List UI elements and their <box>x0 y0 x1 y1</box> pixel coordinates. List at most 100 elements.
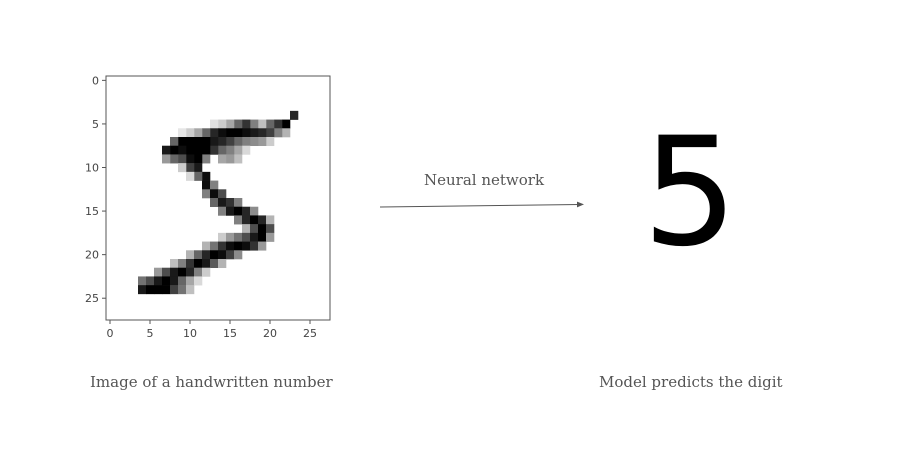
pixel <box>258 232 267 242</box>
pixel <box>250 128 259 138</box>
prediction-caption: Model predicts the digit <box>599 373 783 391</box>
pixel <box>218 145 227 155</box>
pixel <box>242 232 251 242</box>
pixel <box>186 163 195 173</box>
pixel <box>186 145 195 155</box>
pixel <box>210 180 219 190</box>
pixel <box>202 241 211 251</box>
pixel <box>178 267 187 277</box>
pixel <box>162 145 171 155</box>
y-tick-label: 10 <box>85 162 99 175</box>
pixel <box>146 276 155 286</box>
pixel <box>282 119 291 129</box>
pixel <box>210 145 219 155</box>
pixel <box>194 250 203 260</box>
pixel <box>178 163 187 173</box>
pixel <box>258 215 267 225</box>
pixel <box>194 145 203 155</box>
pixel <box>250 241 259 251</box>
pixel <box>218 232 227 242</box>
pixel <box>178 128 187 138</box>
pixel <box>210 137 219 147</box>
pixel <box>226 128 235 138</box>
pixel <box>234 119 243 129</box>
pixel <box>226 241 235 251</box>
pixel <box>186 137 195 147</box>
pixel <box>210 259 219 269</box>
pixel <box>234 198 243 208</box>
pixel <box>162 154 171 164</box>
pixel <box>218 206 227 216</box>
pixel <box>194 154 203 164</box>
pixel <box>234 241 243 251</box>
predicted-digit: 5 <box>642 106 738 280</box>
pixel <box>202 145 211 155</box>
y-tick-label: 15 <box>85 205 99 218</box>
pixel <box>282 128 291 138</box>
pixel <box>154 267 163 277</box>
pixel <box>258 119 267 129</box>
pixel-grid <box>138 110 299 295</box>
pixel <box>218 198 227 208</box>
pixel <box>234 154 243 164</box>
pixel <box>162 267 171 277</box>
pixel <box>154 285 163 295</box>
pixel <box>234 250 243 260</box>
image-frame <box>105 75 331 321</box>
pixel <box>234 145 243 155</box>
pixel <box>218 137 227 147</box>
pixel <box>202 171 211 181</box>
x-tick-label: 5 <box>147 327 154 340</box>
pixel <box>234 232 243 242</box>
pixel <box>266 128 275 138</box>
pixel <box>162 276 171 286</box>
x-tick-label: 25 <box>303 327 317 340</box>
pixel <box>258 241 267 251</box>
pixel <box>146 285 155 295</box>
pixel <box>234 128 243 138</box>
pixel <box>194 163 203 173</box>
pixel <box>274 119 283 129</box>
pixel <box>218 259 227 269</box>
pixel <box>162 285 171 295</box>
x-tick-label: 0 <box>107 327 114 340</box>
y-tick-label: 0 <box>92 74 99 87</box>
pixel <box>250 232 259 242</box>
pixel <box>250 206 259 216</box>
pixel <box>154 276 163 286</box>
pixel <box>242 119 251 129</box>
pixel <box>242 145 251 155</box>
pixel <box>266 224 275 234</box>
arrow-label: Neural network <box>424 171 545 189</box>
pixel <box>210 250 219 260</box>
pixel <box>186 171 195 181</box>
pixel <box>170 145 179 155</box>
x-tick-label: 15 <box>223 327 237 340</box>
pixel <box>290 110 299 120</box>
y-tick-label: 20 <box>85 249 99 262</box>
pixel <box>138 276 147 286</box>
pixel <box>266 232 275 242</box>
pixel <box>178 137 187 147</box>
pixel <box>210 119 219 129</box>
pixel <box>186 267 195 277</box>
x-axis-ticks: 0 5 10 15 20 25 <box>107 320 317 340</box>
pixel <box>202 154 211 164</box>
pixel <box>178 145 187 155</box>
pixel <box>178 285 187 295</box>
pixel <box>242 206 251 216</box>
pixel <box>266 119 275 129</box>
handwritten-digit-image: 0 5 10 15 20 25 0 5 10 15 20 25 <box>85 74 331 340</box>
pixel <box>178 276 187 286</box>
pixel <box>186 250 195 260</box>
pixel <box>194 171 203 181</box>
pixel <box>170 154 179 164</box>
pixel <box>210 128 219 138</box>
pixel <box>202 250 211 260</box>
pixel <box>226 137 235 147</box>
pixel <box>266 137 275 147</box>
pixel <box>170 285 179 295</box>
pixel <box>274 128 283 138</box>
pixel <box>218 189 227 199</box>
pixel <box>226 250 235 260</box>
